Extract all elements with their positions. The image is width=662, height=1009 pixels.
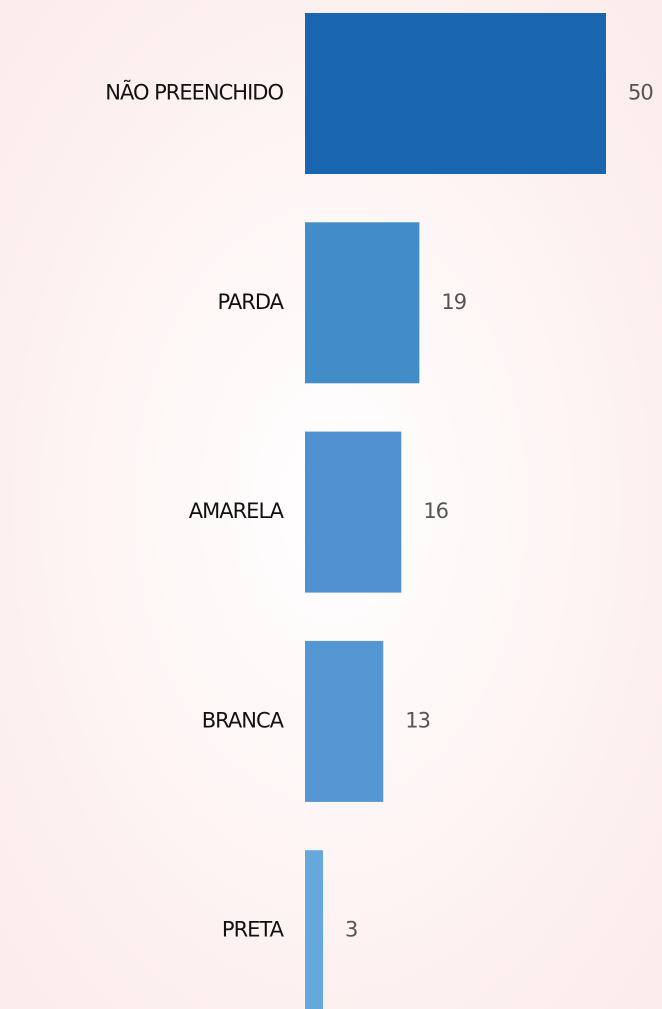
bar xyxy=(305,431,402,593)
category-label: PARDA xyxy=(218,290,285,314)
value-label: 19 xyxy=(441,290,466,314)
bar xyxy=(305,13,606,174)
bar xyxy=(305,222,420,384)
value-label: 13 xyxy=(405,708,430,732)
bar xyxy=(305,850,324,1009)
value-label: 50 xyxy=(628,81,653,105)
bar xyxy=(305,640,384,802)
value-label: 16 xyxy=(423,499,448,523)
category-label: AMARELA xyxy=(189,499,285,523)
category-label: NÃO PREENCHIDO xyxy=(105,79,283,105)
value-label: 3 xyxy=(345,918,357,942)
category-label: BRANCA xyxy=(202,708,285,732)
category-label: PRETA xyxy=(222,918,285,942)
